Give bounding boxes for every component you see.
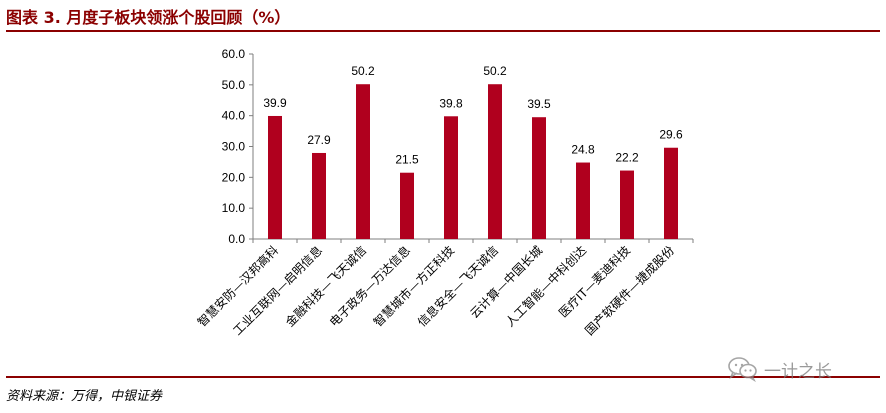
x-tick-label: 智慧安防—汉邦高科: [194, 243, 281, 330]
bar: [576, 162, 590, 239]
chart-axes: 0.0 10.0 20.0 30.0 40.0 50.0 60.0: [222, 47, 694, 246]
y-tick-label: 10.0: [222, 201, 246, 215]
data-label: 50.2: [351, 64, 375, 78]
x-tick-label: 智慧城市—方正科技: [370, 243, 457, 330]
bar: [356, 84, 370, 239]
bar: [488, 84, 502, 239]
bar: [400, 172, 414, 239]
data-label: 29.6: [659, 128, 683, 142]
source-note: 资料来源：万得，中银证券: [6, 389, 163, 404]
watermark-text: 一计之长: [764, 361, 832, 382]
x-tick-label: 人工智能—中科创达: [502, 243, 589, 330]
title-rule: [6, 30, 880, 32]
bar: [312, 152, 326, 239]
data-label: 39.9: [263, 96, 287, 110]
data-label: 21.5: [395, 153, 419, 167]
footer-rule: [6, 376, 880, 378]
watermark: 一计之长: [728, 356, 832, 382]
data-label: 27.9: [307, 133, 331, 147]
x-tick-label: 国产软硬件—捷成股份: [582, 243, 677, 338]
chart-bars: [268, 84, 678, 239]
bar: [664, 147, 678, 239]
x-tick-label: 电子政务—万达信息: [326, 243, 413, 330]
y-tick-label: 0.0: [228, 232, 245, 246]
y-tick-label: 30.0: [222, 140, 246, 154]
x-tick-label: 金融科技—飞天诚信: [282, 243, 369, 330]
y-tick-label: 20.0: [222, 170, 246, 184]
data-label: 39.5: [527, 97, 551, 111]
data-label: 50.2: [483, 64, 507, 78]
data-label: 24.8: [571, 143, 595, 157]
y-tick-label: 50.0: [222, 78, 246, 92]
bar: [268, 115, 282, 239]
chart-title: 图表 3. 月度子板块领涨个股回顾（%）: [6, 8, 291, 27]
x-tick-label: 信息安全—飞天诚信: [414, 243, 501, 330]
bar: [620, 170, 634, 239]
bar: [532, 117, 546, 239]
y-tick-label: 60.0: [222, 47, 246, 61]
wechat-icon: [728, 357, 757, 382]
x-tick-label: 云计算—中国长城: [467, 243, 545, 321]
data-label: 39.8: [439, 96, 463, 110]
bar: [444, 116, 458, 239]
data-label: 22.2: [615, 151, 639, 165]
chart-labels: 39.9智慧安防—汉邦高科27.9工业互联网—启明信息50.2金融科技—飞天诚信…: [194, 64, 683, 338]
y-tick-label: 40.0: [222, 109, 246, 123]
